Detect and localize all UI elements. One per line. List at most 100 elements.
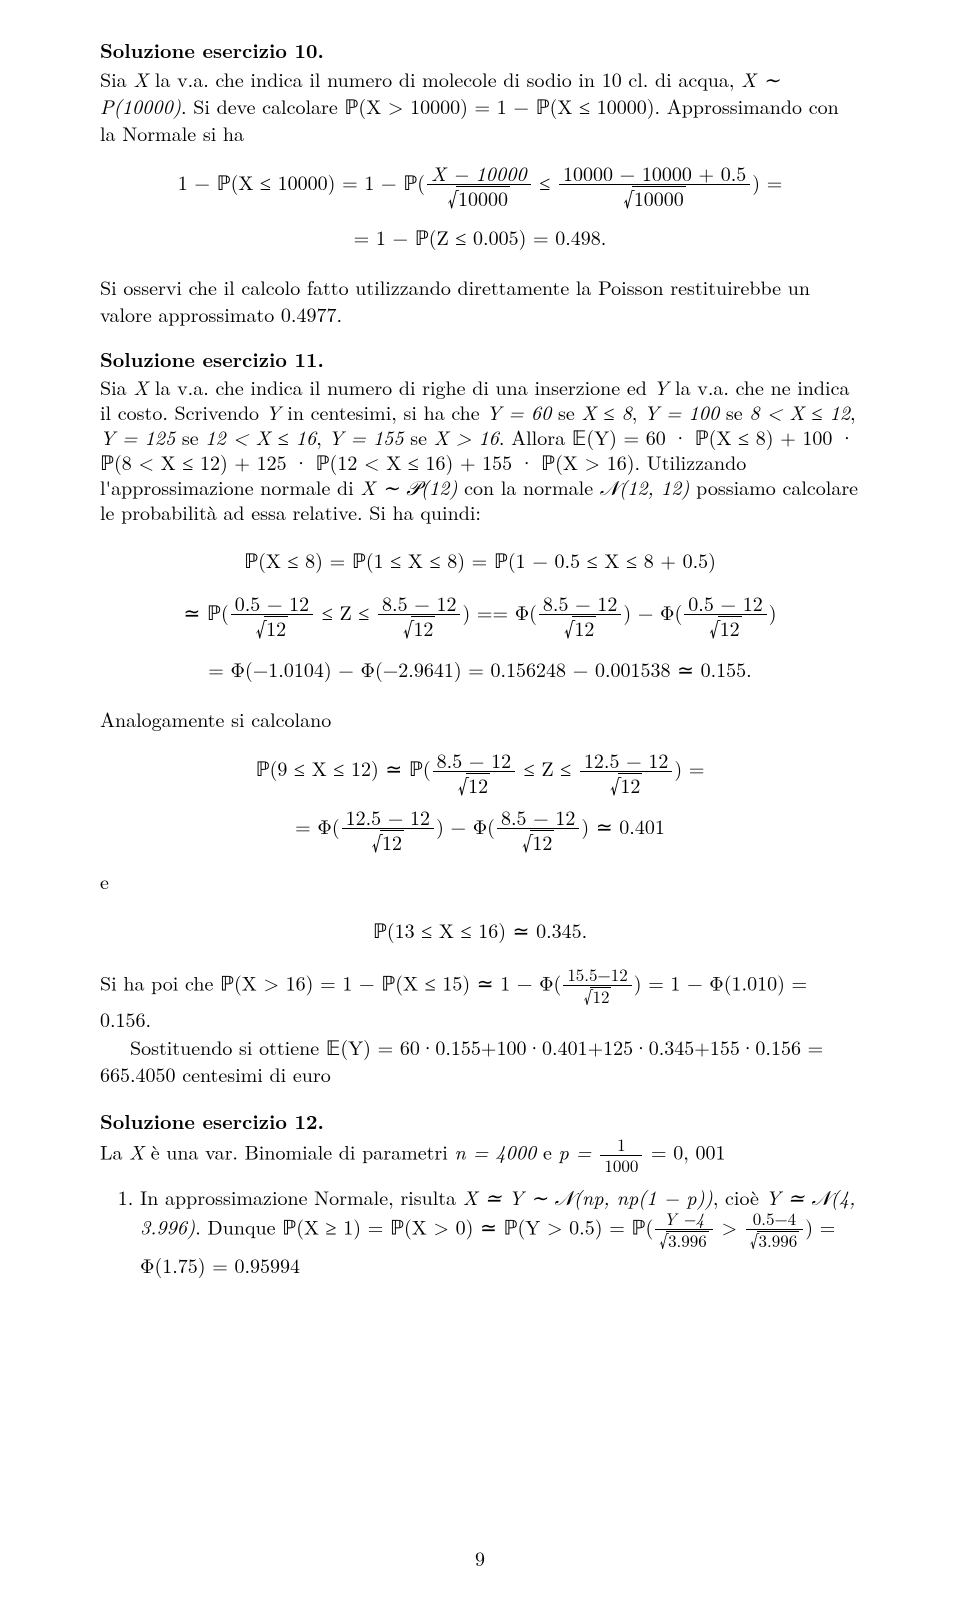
- den-text: 12: [264, 616, 288, 638]
- text: ) =: [674, 753, 704, 782]
- eq-line-e: = Φ( 12.5 − 12 √12 ) − Φ( 8.5 − 12 √12 )…: [100, 804, 860, 853]
- ex12-list: In approssimazione Normale, risulta X ≃ …: [100, 1183, 860, 1277]
- inline-math: ℙ(Y > 0.5): [504, 1212, 603, 1241]
- ex12-para1: La X è una var. Binomiale di parametri n…: [100, 1136, 860, 1175]
- ex11-heading: Soluzione esercizio 11.: [100, 345, 860, 372]
- frac: 8.5 − 12 √12: [378, 592, 460, 639]
- den-text: 12: [380, 830, 404, 852]
- frac: 10000 − 10000 + 0.5 √10000: [559, 162, 750, 209]
- frac-den: √10000: [427, 185, 531, 209]
- frac-den: 1000: [600, 1156, 642, 1175]
- text: ): [769, 597, 777, 626]
- frac-num: 8.5 − 12: [378, 592, 460, 615]
- den-text: 12: [718, 616, 742, 638]
- frac: 8.5 − 12 √12: [433, 749, 515, 796]
- eq-line-d: ℙ(9 ≤ X ≤ 12) ≃ ℙ( 8.5 − 12 √12 ≤ Z ≤ 12…: [100, 746, 860, 795]
- inline-math: n = 4000: [455, 1137, 537, 1166]
- den-text: 12: [590, 987, 611, 1006]
- text: = Φ(: [295, 811, 339, 840]
- text: . Si deve calcolare: [181, 91, 344, 120]
- ex11-para5: Sostituendo si ottiene 𝔼(Y) = 60·0.155+1…: [100, 1033, 860, 1087]
- inline-math: ℙ(X > 10000) = 1 − ℙ(X ≤ 10000): [344, 91, 654, 120]
- den-text: 10000: [456, 186, 510, 208]
- list-item: In approssimazione Normale, risulta X ≃ …: [140, 1183, 860, 1277]
- text: . Dunque: [195, 1212, 282, 1241]
- inline-math: ℙ(X > 0): [390, 1212, 473, 1241]
- frac-num: 0.5 − 12: [684, 592, 766, 615]
- ex11-para3: e: [100, 867, 860, 894]
- frac-den: √10000: [559, 185, 750, 209]
- ex10-para2: Si osservi che il calcolo fatto utilizza…: [100, 273, 860, 327]
- text: = 1 −: [313, 967, 381, 996]
- frac-den: √12: [342, 829, 434, 853]
- text: =: [603, 1212, 632, 1241]
- text: ≤ Z ≤: [517, 753, 578, 782]
- frac-num: 10000 − 10000 + 0.5: [559, 162, 750, 185]
- ex11-equation-d: ℙ(9 ≤ X ≤ 12) ≃ ℙ( 8.5 − 12 √12 ≤ Z ≤ 12…: [100, 746, 860, 852]
- frac-den: √12: [684, 615, 766, 639]
- inline-math: ℙ(X ≤ 15): [381, 967, 470, 996]
- frac: X − 10000 √10000: [427, 162, 531, 209]
- frac: 8.5 − 12 √12: [497, 806, 579, 853]
- inline-math: ℙ(X > 16): [220, 967, 313, 996]
- frac-den: √12: [539, 615, 621, 639]
- den-text: 3.996: [757, 1231, 800, 1250]
- frac-den: √12: [497, 829, 579, 853]
- den-text: 12: [530, 830, 554, 852]
- text: >: [715, 1212, 744, 1241]
- frac-den: √12: [580, 772, 672, 796]
- text: e: [536, 1137, 558, 1166]
- den-text: 10000: [632, 186, 686, 208]
- ex10-para1: Sia X la v.a. che indica il numero di mo…: [100, 65, 860, 146]
- eq-line-f: ℙ(13 ≤ X ≤ 16) ≃ 0.345.: [100, 908, 860, 952]
- den-text: 12: [618, 773, 642, 795]
- inline-math: ℙ(X ≥ 1): [282, 1212, 361, 1241]
- frac: 8.5 − 12 √12: [539, 592, 621, 639]
- ex11-para2: Analogamente si calcolano: [100, 705, 860, 732]
- text: ) − Φ(: [623, 597, 682, 626]
- text: Si ha poi che: [100, 967, 220, 996]
- frac-num: 8.5 − 12: [497, 806, 579, 829]
- inline-math: 𝒩(12, 12): [600, 472, 690, 501]
- eq-line-a: ℙ(X ≤ 8) = ℙ(1 ≤ X ≤ 8) = ℙ(1 − 0.5 ≤ X …: [100, 538, 860, 582]
- ex11-para1: Sia X la v.a. che indica il numero di ri…: [100, 374, 860, 524]
- text: ) == Φ(: [462, 597, 536, 626]
- frac-num: 12.5 − 12: [342, 806, 434, 829]
- frac-den: √12: [378, 615, 460, 639]
- frac-num: 15.5−12: [563, 966, 631, 986]
- frac-inline: Y −4 √3.996: [655, 1210, 713, 1250]
- eq-line-c: = Φ(−1.0104) − Φ(−2.9641) = 0.156248 − 0…: [100, 647, 860, 691]
- page-number: 9: [0, 1544, 960, 1571]
- text: ≃: [473, 1212, 503, 1241]
- frac-num: Y −4: [664, 1206, 704, 1230]
- text: ℙ(9 ≤ X ≤ 12) ≃ ℙ(: [256, 753, 431, 782]
- den-text: 3.996: [666, 1231, 709, 1250]
- ex10-equation-1: 1 − ℙ(X ≤ 10000) = 1 − ℙ( X − 10000 √100…: [100, 160, 860, 259]
- den-text: 12: [572, 616, 596, 638]
- text: Sia: [100, 64, 133, 93]
- ex11-equation-a: ℙ(X ≤ 8) = ℙ(1 ≤ X ≤ 8) = ℙ(1 − 0.5 ≤ X …: [100, 538, 860, 691]
- frac: 0.5 − 12 √12: [231, 592, 313, 639]
- text: In approssimazione Normale, risulta: [140, 1182, 463, 1211]
- inline-math: 𝔼(Y): [326, 1032, 371, 1061]
- text: ℙ(: [631, 1212, 653, 1241]
- text: =: [361, 1212, 390, 1241]
- text: ) ≃ 0.401: [581, 811, 664, 840]
- var-X: X: [133, 64, 148, 93]
- ex12-heading: Soluzione esercizio 12.: [100, 1107, 860, 1134]
- frac-num: 8.5 − 12: [539, 592, 621, 615]
- var-X: X: [129, 1137, 144, 1166]
- text: Sostituendo si ottiene: [130, 1032, 326, 1061]
- frac-den: √12: [563, 986, 631, 1007]
- ex10-heading: Soluzione esercizio 10.: [100, 36, 860, 63]
- leq: ≤: [533, 167, 557, 196]
- frac: 12.5 − 12 √12: [580, 749, 672, 796]
- text: ≃ ℙ(: [184, 597, 229, 626]
- text: è una var. Binomiale di parametri: [144, 1137, 454, 1166]
- frac-den: √3.996: [655, 1230, 713, 1251]
- frac-num: 12.5 − 12: [580, 749, 672, 772]
- frac-num: 8.5 − 12: [433, 749, 515, 772]
- frac: 0.5 − 12 √12: [684, 592, 766, 639]
- frac-inline: 1 1000: [600, 1136, 642, 1175]
- frac-den: √12: [433, 772, 515, 796]
